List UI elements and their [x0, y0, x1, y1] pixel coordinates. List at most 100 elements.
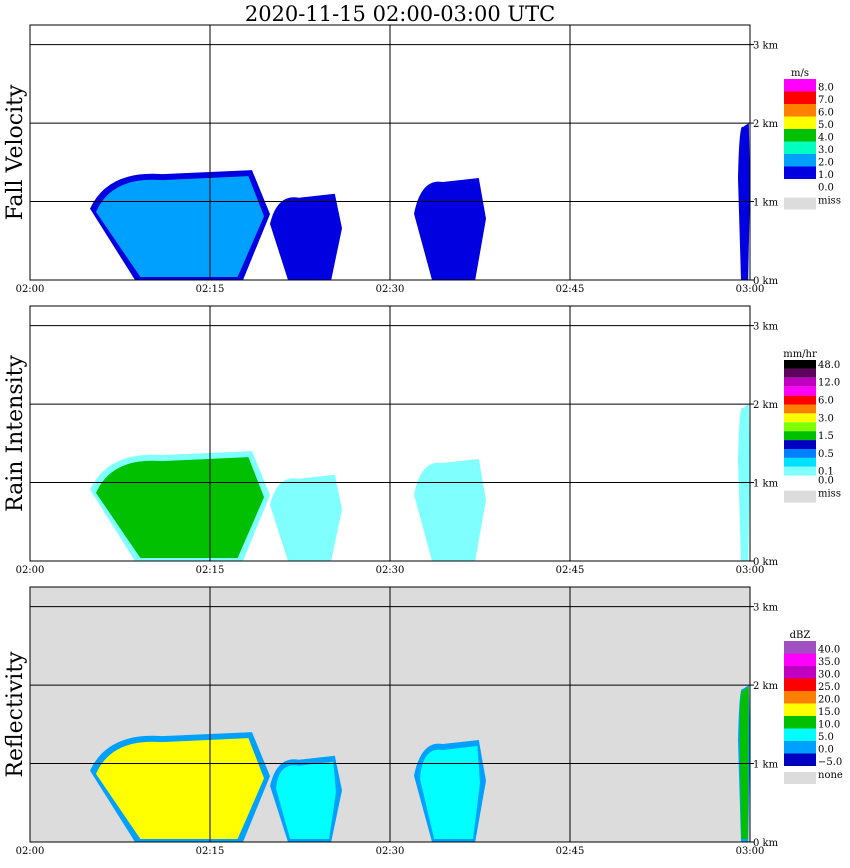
legend-swatch	[784, 166, 816, 179]
legend-label: 7.0	[818, 95, 834, 106]
legend-swatch	[784, 475, 816, 485]
x-tick-label: 02:00	[16, 565, 45, 576]
x-tick-label: 02:30	[376, 284, 405, 295]
legend-swatch	[784, 449, 816, 458]
legend-swatch	[784, 431, 816, 441]
y-tick-label: 0 km	[753, 838, 779, 849]
y-tick-label: 2 km	[753, 681, 779, 692]
x-tick-label: 03:00	[736, 846, 765, 857]
x-tick-label: 02:45	[556, 846, 585, 857]
y-tick-label: 3 km	[753, 41, 779, 52]
legend-swatch	[784, 703, 816, 716]
legend-label: 1.5	[818, 431, 834, 442]
legend-swatch	[784, 653, 816, 666]
legend-label: −5.0	[818, 757, 842, 768]
legend-swatch	[784, 368, 816, 378]
x-tick-label: 02:15	[196, 284, 225, 295]
legend-label: 0.5	[818, 449, 834, 460]
legend-swatch	[784, 141, 816, 154]
x-tick-label: 02:00	[16, 846, 45, 857]
x-tick-label: 02:15	[196, 846, 225, 857]
page-title: 2020-11-15 02:00-03:00 UTC	[244, 2, 556, 26]
legend-label: 35.0	[818, 657, 840, 668]
panel-ylabel: Fall Velocity	[3, 84, 28, 220]
legend-unit: dBZ	[790, 630, 811, 641]
y-tick-label: 1 km	[753, 760, 779, 771]
panel-fall-velocity: 0 km 1 km 2 km 3 km 02:00 02:15 02:30 02:45 03:0…	[3, 24, 841, 295]
legend-label: 8.0	[818, 83, 834, 94]
legend-label: 5.0	[818, 732, 834, 743]
x-tick-label: 02:30	[376, 565, 405, 576]
legend-swatch	[784, 154, 816, 167]
legend-missing-swatch	[784, 772, 816, 784]
legend-swatch	[784, 413, 816, 423]
legend-label: 30.0	[818, 670, 840, 681]
echo-1-core	[276, 199, 336, 277]
legend-missing-swatch	[784, 197, 816, 210]
x-tick-label: 03:00	[736, 284, 765, 295]
x-tick-label: 02:45	[556, 284, 585, 295]
legend-label: 20.0	[818, 695, 840, 706]
legend-label: 6.0	[818, 396, 834, 407]
y-tick-label: 3 km	[753, 603, 779, 614]
panel-reflectivity: 0 km 1 km 2 km 3 km 02:00 02:15 02:30 02:45 03:0…	[3, 586, 843, 857]
echo-3-core	[739, 405, 749, 558]
legend-label: 12.0	[818, 378, 840, 389]
legend-missing-label: miss	[818, 196, 841, 207]
echo-3-core	[739, 124, 749, 277]
legend-swatch	[784, 678, 816, 691]
echo-2-core	[420, 465, 480, 558]
legend-swatch	[784, 386, 816, 396]
legend-swatch	[784, 691, 816, 704]
y-tick-label: 1 km	[753, 479, 779, 490]
y-tick-label: 0 km	[753, 557, 779, 568]
legend-swatch	[784, 377, 816, 387]
legend-label: 0.0	[818, 476, 834, 487]
legend-label: 3.0	[818, 145, 834, 156]
legend-missing-label: miss	[818, 489, 841, 500]
legend-missing-swatch	[784, 490, 816, 503]
legend-label: 3.0	[818, 413, 834, 424]
legend-swatch	[784, 91, 816, 104]
legend-swatch	[784, 179, 816, 192]
legend-label: 40.0	[818, 645, 840, 656]
legend-label: 5.0	[818, 120, 834, 131]
legend-unit: m/s	[791, 68, 809, 79]
legend-swatch	[784, 716, 816, 729]
legend-label: 0.1	[818, 467, 834, 478]
echo-2-core	[420, 184, 480, 277]
legend-swatch	[784, 741, 816, 754]
legend-swatch	[784, 641, 816, 654]
y-tick-label: 3 km	[753, 322, 779, 333]
panel-rain-intensity: 0 km 1 km 2 km 3 km 02:00 02:15 02:30 02:45 03:0…	[3, 305, 841, 576]
legend-swatch	[784, 466, 816, 476]
x-tick-label: 02:45	[556, 565, 585, 576]
legend-swatch	[784, 457, 816, 467]
legend-label: 15.0	[818, 707, 840, 718]
echo-3-core	[739, 686, 749, 839]
x-tick-label: 02:00	[16, 284, 45, 295]
panel-ylabel: Reflectivity	[3, 651, 28, 778]
legend-swatch	[784, 666, 816, 679]
legend-label: 0.0	[818, 183, 834, 194]
y-tick-label: 2 km	[753, 400, 779, 411]
legend-label: 2.0	[818, 158, 834, 169]
y-tick-label: 2 km	[753, 119, 779, 130]
legend-missing-label: none	[818, 770, 843, 781]
echo-1-core	[276, 480, 336, 558]
legend-swatch	[784, 79, 816, 92]
legend-swatch	[784, 360, 816, 369]
legend-swatch	[784, 116, 816, 129]
legend-label: 4.0	[818, 133, 834, 144]
y-tick-label: 1 km	[753, 198, 779, 209]
echo-2-core	[420, 746, 480, 839]
legend-swatch	[784, 129, 816, 142]
x-tick-label: 03:00	[736, 565, 765, 576]
legend-swatch	[784, 728, 816, 741]
y-tick-label: 0 km	[753, 276, 779, 287]
legend-swatch	[784, 395, 816, 405]
legend-label: 0.0	[818, 745, 834, 756]
legend-label: 10.0	[818, 720, 840, 731]
legend-swatch	[784, 440, 816, 449]
